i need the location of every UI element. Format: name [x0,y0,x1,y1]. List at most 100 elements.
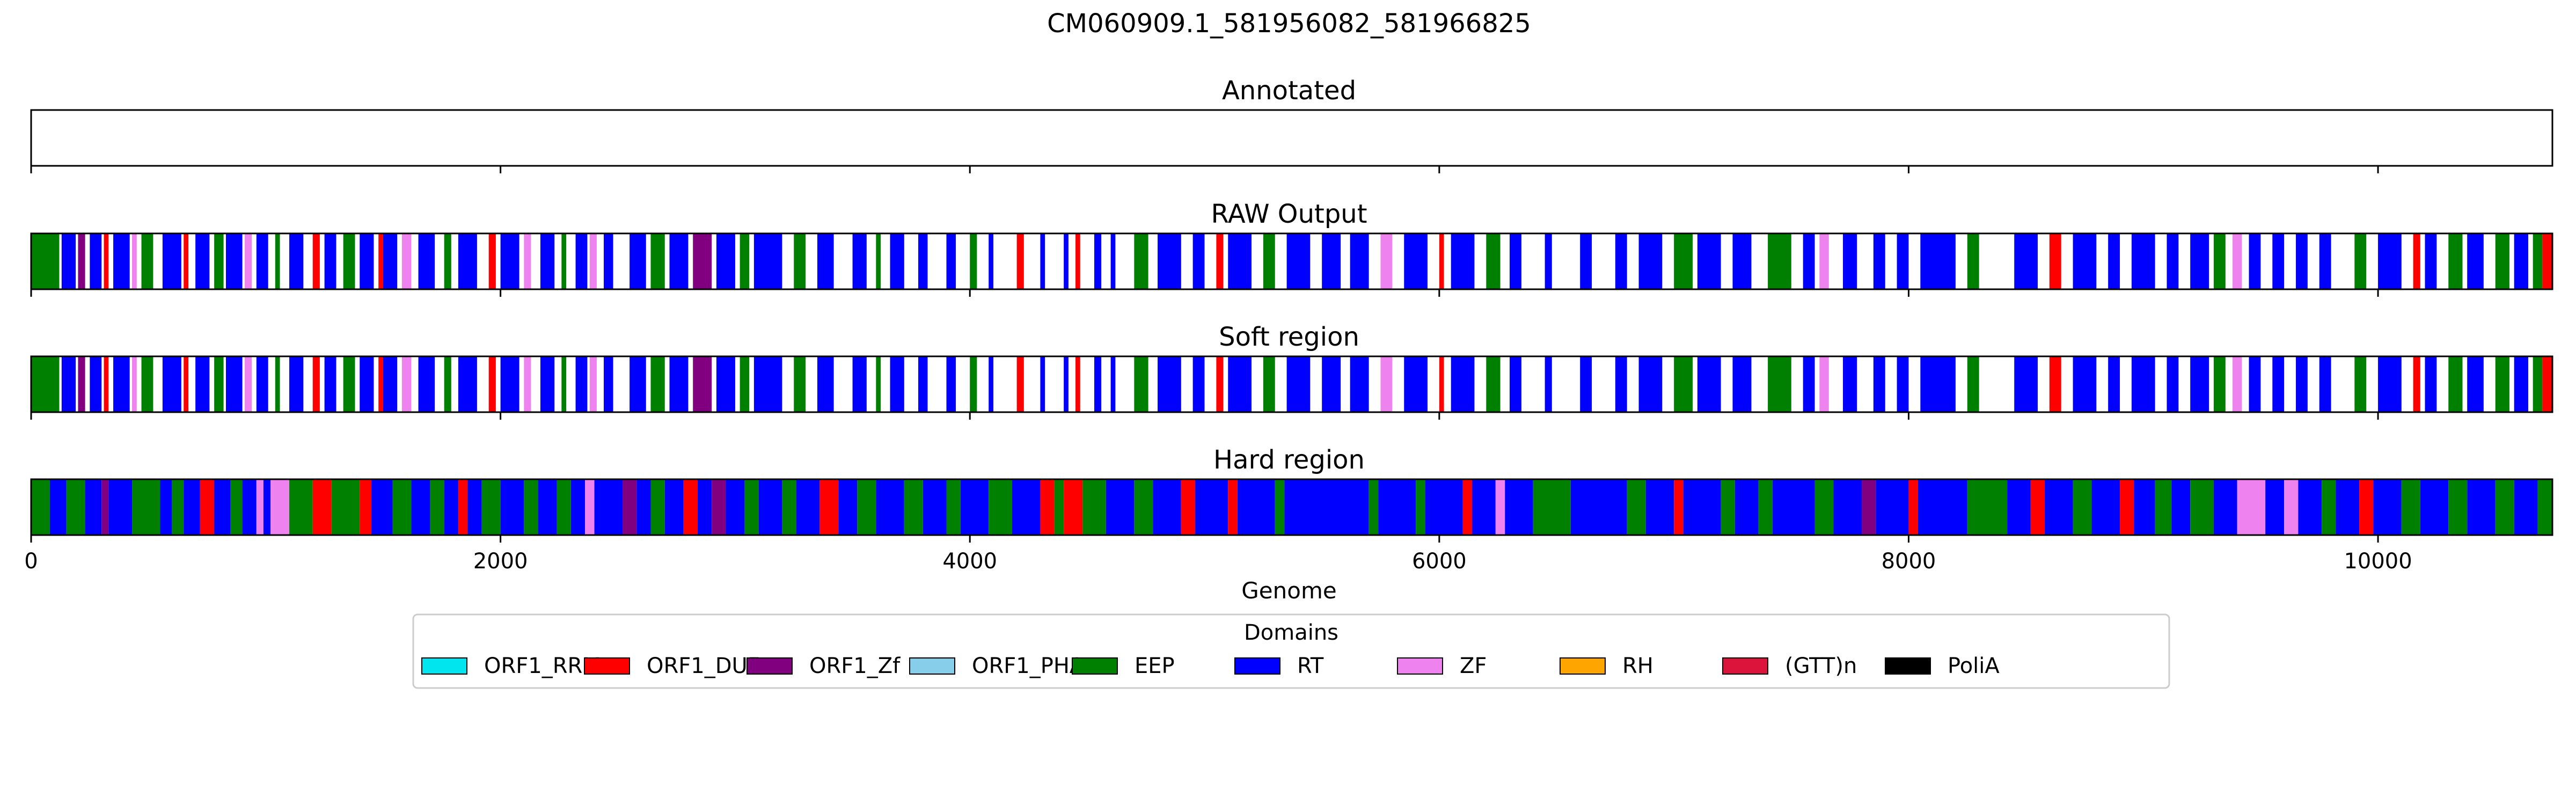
domain-segment [1451,356,1475,412]
domain-segment [852,233,867,289]
domain-segment [411,479,430,535]
domain-segment [383,233,398,289]
domain-segment [796,479,820,535]
domain-segment [2284,479,2299,535]
domain-segment [1075,356,1080,412]
domain-segment [1615,233,1627,289]
domain-segment [1721,479,1735,535]
domain-segment [1545,233,1552,289]
domain-segment [890,356,904,412]
domain-segment [2420,479,2449,535]
legend-swatch [1397,657,1443,675]
domain-segment [1425,479,1463,535]
domain-segment [1380,233,1393,289]
domain-segment [49,479,67,535]
domain-segment [2232,356,2242,412]
domain-segment [744,479,759,535]
domain-segment [970,356,977,412]
domain-segment [1082,479,1106,535]
track-title: Hard region [1213,445,1365,475]
domain-segment [2448,356,2463,412]
domain-segment [458,479,468,535]
domain-segment [488,233,496,289]
domain-segment [2467,233,2484,289]
domain-segment [324,233,336,289]
domain-segment [1404,356,1428,412]
domain-segment [2298,479,2322,535]
domain-segment [2533,233,2543,289]
domain-segment [1380,356,1393,412]
domain-segment [256,479,264,535]
x-tick-label: 2000 [473,549,528,574]
domain-segment [693,356,712,412]
domain-segment [2190,233,2209,289]
domain-segment [444,356,451,412]
domain-segment [669,233,689,289]
domain-segment [214,233,224,289]
domain-segment [1758,479,1773,535]
domain-segment [289,479,313,535]
domain-segment [650,479,665,535]
domain-segment [2108,356,2120,412]
domain-segment [104,356,109,412]
domain-segment [1322,233,1341,289]
domain-segment [636,479,651,535]
domain-segment [683,479,698,535]
domain-segment [1674,479,1684,535]
domain-segment [132,479,160,535]
domain-segment [141,356,153,412]
domain-segment [2249,356,2261,412]
domain-segment [444,479,458,535]
domain-segment [838,479,858,535]
domain-segment [712,479,726,535]
domain-segment [758,479,782,535]
legend: Domains ORF1_RRM ORF1_DUF ORF1_Zf ORF1_PHA E… [412,613,2170,689]
domain-segment [2213,356,2226,412]
domain-segment [1732,356,1752,412]
domain-segment [1216,356,1224,412]
domain-segment [876,356,881,412]
domain-segment [275,356,280,412]
domain-segment [113,356,130,412]
legend-swatch [1560,657,1606,675]
domain-segment [1192,356,1205,412]
domain-segment [857,479,876,535]
domain-segment [160,479,172,535]
domain-segment [2167,356,2179,412]
domain-segment [61,356,76,412]
domain-segment [78,233,85,289]
domain-segment [2373,479,2402,535]
domain-segment [2322,479,2336,535]
domain-segment [2190,479,2214,535]
domain-segment [1533,479,1571,535]
domain-segment [1638,356,1663,412]
domain-segment [2296,356,2308,412]
domain-segment [1158,356,1181,412]
domain-segment [132,233,137,289]
domain-segment [918,356,928,412]
domain-segment [989,479,1012,535]
domain-segment [1439,356,1444,412]
legend-entry-orf1-zf: ORF1_Zf [747,654,901,678]
domain-segment [2448,233,2463,289]
domain-segment [2131,356,2155,412]
domain-segment [1350,356,1369,412]
domain-segment [918,233,928,289]
domain-segment [630,356,646,412]
legend-swatch [421,657,467,675]
domain-segment [1016,233,1024,289]
domain-segment [1873,233,1885,289]
domain-segment [90,233,102,289]
domain-segment [1322,356,1341,412]
domain-segment [2014,233,2038,289]
domain-segment [2495,233,2509,289]
domain-segment [1216,233,1224,289]
legend-swatch [1072,657,1118,675]
domain-segment [2030,479,2045,535]
domain-segment [1768,233,1791,289]
domain-segment [904,479,923,535]
domain-segment [90,356,102,412]
domain-segment [669,356,689,412]
domain-segment [575,356,588,412]
domain-segment [85,479,102,535]
